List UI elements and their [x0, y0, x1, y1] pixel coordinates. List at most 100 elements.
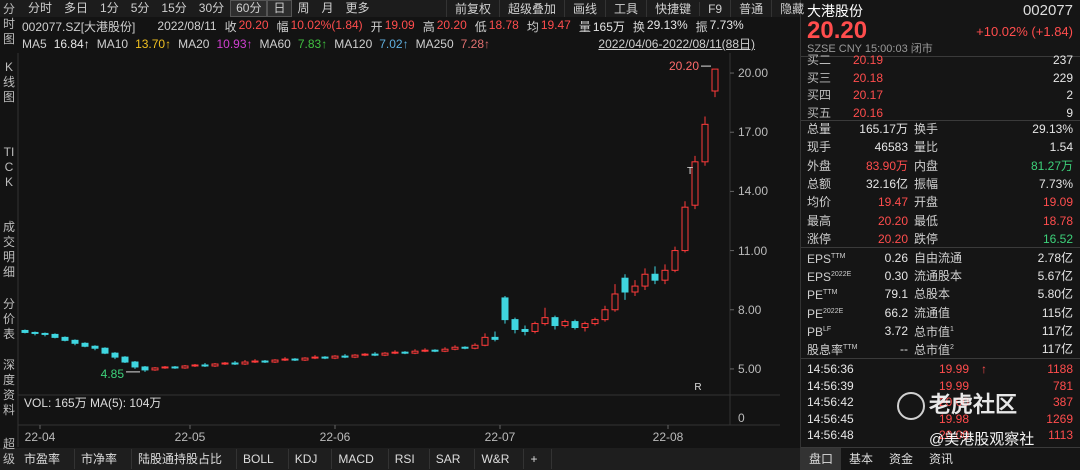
fundamental-label: 流通股本: [914, 269, 962, 283]
candle-body: [121, 356, 129, 363]
y-tick-label: 5.00: [738, 361, 762, 376]
label-sup: LF: [823, 325, 832, 333]
side-tab[interactable]: 成交明细: [2, 220, 15, 279]
candle-body: [141, 366, 149, 371]
candle-body: [301, 357, 309, 361]
book-volume: 9: [1066, 105, 1073, 120]
side-tab[interactable]: 深度资料: [2, 358, 15, 417]
bottom-bar: [0, 448, 800, 470]
indicator-tab[interactable]: 市盈率: [18, 449, 76, 469]
stat-value: 83.90万: [865, 158, 908, 173]
fundamental-value: 3.72: [884, 323, 908, 338]
label-text: PE: [807, 306, 824, 321]
side-tab[interactable]: K线图: [2, 60, 15, 104]
ma-name: MA120: [334, 37, 373, 51]
candle-body: [401, 351, 409, 354]
fundamental-label: 自由流通: [914, 251, 962, 265]
info-label: 振: [695, 19, 708, 34]
period-tab[interactable]: 30分: [198, 1, 225, 15]
side-tab[interactable]: TICK: [3, 145, 15, 189]
tool-button[interactable]: 前复权: [446, 0, 499, 17]
book-level: 买二: [807, 53, 832, 67]
info-field: 量 165万: [579, 18, 625, 35]
tool-button[interactable]: F9: [699, 1, 730, 16]
panel-tab[interactable]: 资讯: [929, 452, 954, 466]
stat-value: 1.54: [1049, 140, 1073, 155]
label-sup: 2: [950, 344, 954, 351]
indicator-tab[interactable]: MACD: [332, 449, 389, 469]
ma-value: 7.02↑: [379, 37, 409, 51]
info-field: 低 18.78: [475, 18, 519, 35]
side-tab[interactable]: 分时图: [2, 2, 15, 46]
tool-button[interactable]: 普通: [730, 0, 771, 17]
indicator-tab[interactable]: BOLL: [237, 449, 289, 469]
stat-label: 最高: [807, 213, 832, 228]
tool-button[interactable]: 工具: [605, 0, 646, 17]
info-label: 均: [526, 19, 539, 34]
period-tab[interactable]: 多日: [64, 1, 89, 15]
candle-body: [261, 360, 269, 363]
period-tab[interactable]: 日: [267, 0, 292, 17]
candle-body: [621, 277, 629, 293]
period-tab[interactable]: 15分: [161, 1, 187, 15]
period-tab[interactable]: 5分: [130, 1, 150, 15]
label-text: 总市值: [914, 343, 951, 357]
panel-tab[interactable]: 盘口: [801, 448, 842, 470]
indicator-tab[interactable]: W&R: [475, 449, 525, 469]
period-tab[interactable]: 1分: [100, 1, 119, 15]
tool-button[interactable]: 画线: [564, 0, 605, 17]
period-tab[interactable]: 月: [321, 1, 334, 15]
tool-button[interactable]: 隐藏: [771, 0, 812, 17]
panel-tabs: 盘口 基本 资金 资讯: [801, 448, 961, 470]
tick-time: 14:56:45: [807, 411, 854, 426]
indicator-tab[interactable]: +: [524, 449, 553, 469]
side-tab[interactable]: 分价表: [2, 297, 15, 341]
stat-value: 81.27万: [1030, 158, 1073, 173]
period-tab[interactable]: 周: [297, 1, 310, 15]
candle-body: [231, 362, 239, 365]
candle-body: [521, 328, 529, 332]
toolbar-bg: [0, 0, 800, 17]
book-price: 20.18: [853, 70, 884, 85]
panel-tab[interactable]: 资金: [889, 452, 914, 466]
volume-tick-label: 0: [738, 411, 745, 425]
candle-body: [131, 361, 139, 368]
candle-body: [441, 348, 449, 352]
stat-value: 20.20: [877, 213, 908, 228]
price-change: +10.02% (+1.84): [976, 24, 1073, 39]
label-text: 流通值: [914, 305, 951, 320]
candle-body: [651, 273, 659, 281]
candle-body: [551, 317, 559, 327]
indicator-tab[interactable]: SAR: [430, 449, 476, 469]
candle-body: [161, 366, 169, 369]
chart-marker: R: [694, 382, 702, 393]
info-value: 19.47: [540, 17, 571, 32]
date-range[interactable]: 2022/04/06-2022/08/11(88日): [598, 37, 755, 51]
info-field: 收 20.20: [225, 18, 269, 35]
book-volume: 229: [1052, 70, 1073, 85]
period-tab[interactable]: 60分: [230, 0, 268, 17]
label-text: PB: [807, 324, 824, 339]
indicator-tab[interactable]: RSI: [389, 449, 430, 469]
indicator-tab[interactable]: 市净率: [75, 449, 133, 469]
ma-value: 10.93↑: [216, 37, 253, 51]
fundamental-value: 66.2: [884, 305, 908, 320]
tool-button[interactable]: 快捷键: [646, 0, 699, 17]
candle-body: [591, 319, 599, 325]
side-tab[interactable]: 超级: [2, 437, 15, 466]
stat-value: 20.20: [877, 231, 908, 246]
info-label: 开: [370, 19, 383, 34]
candle-body: [341, 355, 349, 358]
indicator-tab[interactable]: KDJ: [289, 449, 333, 469]
info-label: 高: [422, 19, 435, 34]
period-tab[interactable]: 更多: [345, 1, 370, 15]
period-tab[interactable]: 分时: [28, 1, 53, 15]
candle-body: [581, 323, 589, 329]
book-level: 买三: [807, 70, 832, 85]
tool-button[interactable]: 超级叠加: [499, 0, 564, 17]
label-sup: 2022E: [823, 307, 844, 315]
fundamental-value: 117亿: [1041, 342, 1073, 356]
indicator-tab[interactable]: 陆股通持股占比: [132, 449, 238, 469]
panel-tab[interactable]: 基本: [849, 452, 874, 466]
